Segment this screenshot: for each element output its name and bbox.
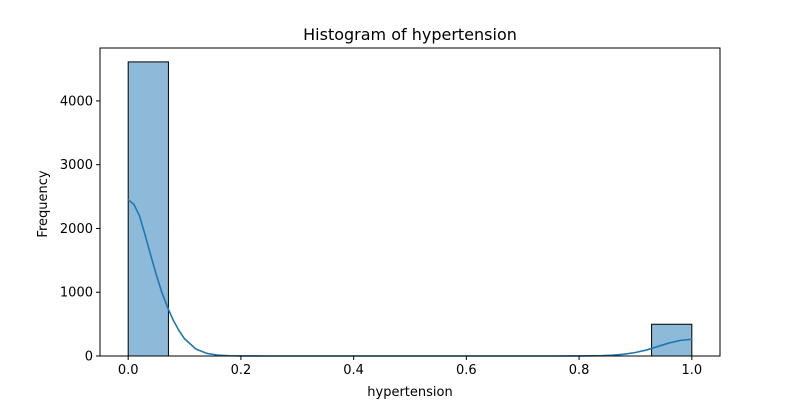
y-tick-label: 1000 bbox=[60, 286, 93, 301]
axes-layer: 0.0 0.2 0.4 0.6 0.8 1.0 0 1000 2000 3000 4000 bbox=[60, 47, 721, 378]
x-tick-label: 1.0 bbox=[681, 363, 702, 378]
y-tick-label: 3000 bbox=[60, 158, 93, 173]
kde-line bbox=[127, 198, 693, 357]
kde-layer bbox=[127, 198, 693, 357]
y-tick-label: 2000 bbox=[60, 222, 93, 237]
plot-frame bbox=[99, 47, 721, 357]
x-axis-label: hypertension bbox=[367, 385, 452, 400]
x-tick-label: 0.6 bbox=[456, 363, 477, 378]
chart-title: Histogram of hypertension bbox=[303, 25, 517, 44]
y-tick-label: 0 bbox=[85, 350, 93, 365]
y-tick-label: 4000 bbox=[60, 94, 93, 109]
x-tick-label: 0.0 bbox=[118, 363, 139, 378]
x-tick-label: 0.4 bbox=[343, 363, 364, 378]
bars-layer bbox=[127, 61, 693, 357]
histogram-bar-0 bbox=[127, 61, 169, 357]
x-tick-label: 0.2 bbox=[231, 363, 252, 378]
y-axis-label: Frequency bbox=[36, 170, 51, 237]
x-tick-label: 0.8 bbox=[569, 363, 590, 378]
